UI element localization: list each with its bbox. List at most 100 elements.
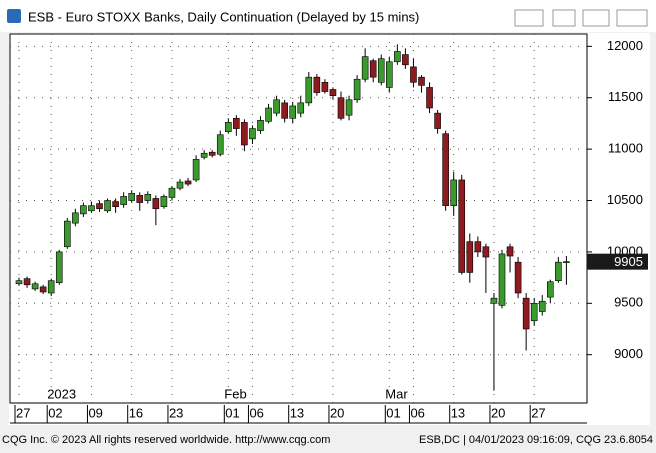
candle-body	[281, 102, 288, 119]
candle-body	[305, 76, 313, 104]
candle-body	[466, 241, 474, 273]
y-tick-label: 10500	[607, 192, 643, 207]
period-label: 2023	[47, 386, 76, 401]
x-tick-label: 09	[88, 405, 102, 420]
candle-body	[385, 61, 393, 88]
candle-body	[152, 198, 160, 210]
candle-body	[112, 201, 119, 207]
candle-body	[490, 297, 498, 304]
candle-body	[265, 107, 272, 122]
candle-body	[160, 196, 168, 207]
x-tick-label: 06	[410, 405, 424, 420]
candle-body	[297, 102, 305, 114]
candle-body	[402, 54, 409, 66]
candle-body	[15, 280, 23, 285]
close-button[interactable]	[616, 9, 648, 27]
x-tick-label: 01	[225, 405, 239, 420]
candle-body	[80, 205, 87, 215]
candle-body	[289, 105, 297, 119]
candle-body	[184, 180, 192, 185]
candle-body	[200, 152, 208, 158]
candle-body	[64, 220, 71, 248]
x-tick-label: 23	[169, 405, 183, 420]
candle-body	[208, 151, 216, 156]
candle-body	[192, 159, 200, 181]
x-tick-label: 20	[330, 405, 344, 420]
candle-body	[361, 56, 369, 80]
candle-body	[88, 205, 95, 212]
candle-body	[176, 181, 184, 189]
candle-body	[458, 179, 466, 273]
maximize-button[interactable]	[582, 9, 610, 27]
status-right: ESB,DC | 04/01/2023 09:16:09, CQG 23.6.8…	[419, 434, 653, 446]
x-tick-label: 27	[16, 405, 30, 420]
candle-body	[377, 58, 385, 83]
last-price-box	[587, 253, 648, 270]
candle-body	[47, 280, 55, 294]
candle-body	[418, 76, 425, 86]
candle-body	[104, 200, 111, 212]
window-title: ESB - Euro STOXX Banks, Daily Continuati…	[28, 9, 419, 24]
x-tick-label: 13	[290, 405, 304, 420]
minimize-button[interactable]	[552, 9, 576, 27]
candle-body	[442, 133, 449, 206]
candle-body	[450, 179, 458, 206]
candle-body	[120, 196, 127, 205]
candle-body	[128, 193, 135, 201]
candle-body	[337, 97, 345, 119]
status-left: CQG Inc. © 2023 All rights reserved worl…	[2, 434, 330, 446]
candle-body	[563, 261, 570, 263]
candle-body	[482, 246, 490, 258]
candle-body	[225, 122, 232, 132]
candle-body	[55, 251, 63, 284]
x-tick-label: 01	[386, 405, 400, 420]
candle-body	[394, 51, 401, 63]
candle-body	[249, 128, 256, 140]
period-label: Feb	[224, 386, 246, 401]
candle-body	[434, 112, 441, 129]
candle-body	[216, 134, 224, 155]
y-tick-label: 12000	[607, 38, 643, 53]
candle-body	[273, 99, 280, 114]
x-tick-label: 13	[451, 405, 465, 420]
y-tick-label: 9500	[614, 295, 643, 310]
plot-frame	[9, 33, 588, 404]
candle-body	[506, 246, 514, 257]
candle-body	[233, 117, 240, 129]
candle-body	[329, 89, 337, 96]
candle-body	[23, 278, 31, 286]
candle-body	[31, 283, 39, 290]
candle-body	[426, 87, 433, 109]
candle-body	[345, 99, 353, 116]
x-tick-label: 02	[48, 405, 62, 420]
x-tick-label: 20	[491, 405, 505, 420]
candle-body	[168, 187, 176, 198]
x-tick-label: 27	[531, 405, 545, 420]
candle-body	[241, 122, 248, 146]
candle-body	[39, 286, 47, 293]
title-bar	[0, 0, 656, 32]
candle-body	[96, 203, 103, 210]
candle-body	[474, 241, 482, 253]
x-tick-label: 06	[249, 405, 263, 420]
link-button[interactable]	[514, 9, 544, 27]
candle-body	[321, 82, 329, 92]
candle-body	[72, 212, 79, 224]
y-tick-label: 9000	[614, 346, 643, 361]
candle-body	[514, 261, 522, 294]
x-tick-label: 16	[129, 405, 143, 420]
candle-body	[498, 253, 506, 306]
app-icon	[7, 9, 21, 23]
y-tick-label: 11500	[608, 89, 643, 104]
candle-body	[353, 78, 361, 101]
candle-body	[538, 300, 546, 312]
candle-body	[530, 302, 538, 322]
candle-body	[369, 60, 377, 78]
candle-body	[522, 297, 530, 330]
y-tick-label: 11000	[608, 141, 643, 156]
candle-body	[555, 261, 562, 281]
candle-body	[144, 194, 152, 201]
period-label: Mar	[385, 386, 408, 401]
candle-body	[410, 66, 417, 83]
